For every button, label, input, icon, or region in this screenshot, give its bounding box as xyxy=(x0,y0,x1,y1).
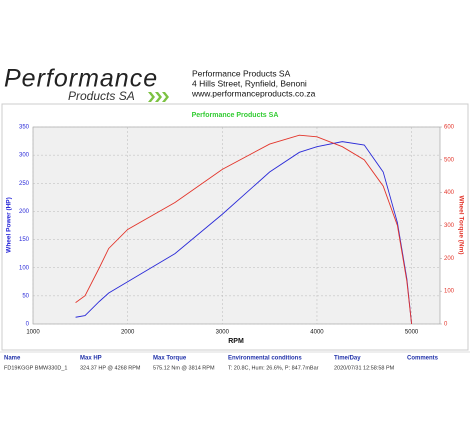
x-tick-label: 1000 xyxy=(26,330,40,336)
logo-sub: Products SA xyxy=(68,89,135,103)
plot: 0 50 100 150 200 250 300 350 0 100 200 300 400 500 600… xyxy=(19,125,455,336)
table-header: Name xyxy=(4,356,21,362)
x-tick-label: 2000 xyxy=(121,330,135,336)
y-tick-label: 300 xyxy=(19,153,30,159)
address-line: www.performanceproducts.co.za xyxy=(191,88,316,98)
table-header: Max HP xyxy=(80,356,102,362)
y-tick-label: 50 xyxy=(22,293,29,299)
address-line: Performance Products SA xyxy=(192,68,291,78)
y2-tick-label: 600 xyxy=(444,125,455,131)
x-tick-label: 3000 xyxy=(216,330,230,336)
y2-tick-label: 500 xyxy=(444,157,455,163)
y-tick-label: 100 xyxy=(19,265,30,271)
table: Name Max HP Max Torque Environmental condit… xyxy=(4,356,439,372)
table-cell: 324.37 HP @ 4268 RPM xyxy=(80,365,141,371)
y-axis-title: Wheel Power (HP) xyxy=(6,197,13,253)
table-header: Environmental conditions xyxy=(228,356,302,362)
table-cell: T: 20.8C, Hum: 26.6%, P: 847.7mBar xyxy=(228,365,319,371)
y2-axis-title: Wheel Torque (Nm) xyxy=(457,195,464,254)
y2-tick-label: 400 xyxy=(444,190,455,196)
y-tick-label: 0 xyxy=(26,322,30,328)
series-line xyxy=(75,134,413,325)
table-cell: 2020/07/31 12:58:58 PM xyxy=(334,365,395,371)
table-cell: 575.12 Nm @ 3814 RPM xyxy=(153,365,215,371)
table-cell: FD19KGGP BMW330D_1 xyxy=(4,365,67,371)
y-tick-label: 200 xyxy=(19,209,30,215)
logo-chevrons xyxy=(148,92,169,102)
x-tick-label: 4000 xyxy=(310,330,324,336)
y2-tick-label: 300 xyxy=(444,223,455,229)
y-tick-label: 250 xyxy=(19,181,30,187)
y-tick-label: 150 xyxy=(19,237,30,243)
table-header: Time/Day xyxy=(334,356,361,362)
y2-tick-label: 0 xyxy=(444,322,448,328)
series-line xyxy=(75,141,413,325)
y2-tick-label: 200 xyxy=(444,256,455,262)
x-axis-title: RPM xyxy=(228,338,244,345)
table-header: Comments xyxy=(407,356,439,362)
table-header: Max Torque xyxy=(153,356,187,362)
chart-title: Performance Products SA xyxy=(192,112,279,119)
x-tick-label: 5000 xyxy=(405,330,419,336)
y-tick-label: 350 xyxy=(19,125,30,131)
address-line: 4 Hills Street, Rynfield, Benoni xyxy=(192,78,307,88)
plot-area xyxy=(32,126,441,325)
y2-tick-label: 100 xyxy=(444,289,455,295)
logo-main: Performance xyxy=(4,65,158,93)
